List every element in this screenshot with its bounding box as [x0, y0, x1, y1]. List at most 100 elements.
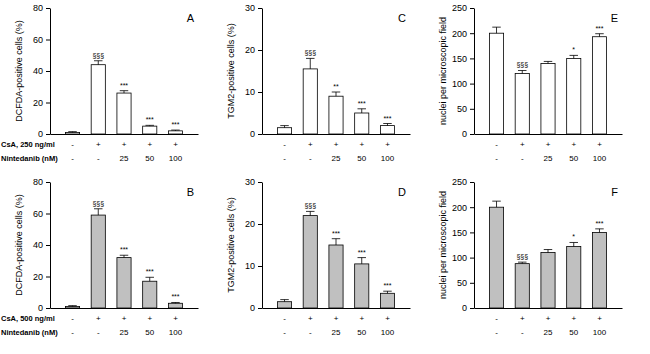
error-bar-cap [145, 277, 153, 278]
y-tick-label: 30 [245, 3, 255, 13]
treatment-value: - [71, 154, 74, 163]
y-tick: 50 [457, 278, 474, 288]
y-tick-mark [46, 71, 50, 72]
treatment-value: 100 [381, 328, 395, 337]
y-tick: 100 [452, 253, 474, 263]
marks [277, 58, 394, 134]
bar [65, 132, 79, 134]
y-tick: 30 [245, 3, 262, 13]
significance: §§§ [516, 253, 528, 260]
y-tick-mark [470, 207, 474, 208]
y-tick-label: 0 [250, 303, 255, 313]
y-tick-label: 60 [33, 35, 43, 45]
y-tick: 200 [452, 29, 474, 39]
y-tick-label: 200 [452, 203, 467, 213]
y-tick-mark [258, 92, 262, 93]
error-bar [569, 55, 577, 58]
error-bar [306, 58, 314, 69]
treatment-value: 50 [145, 154, 154, 163]
error-bar-stem [599, 34, 600, 37]
significance: *** [358, 249, 366, 256]
error-bar-cap [94, 208, 102, 209]
y-tick-label: 20 [33, 272, 43, 282]
error-bar-cap [68, 131, 76, 132]
panel: 050100150200250nuclei per microscopic fi… [438, 177, 623, 337]
y-tick-label: 20 [33, 98, 43, 108]
y-tick-label: 250 [452, 177, 467, 187]
treatment-value: + [308, 140, 313, 149]
treatment-value: 25 [332, 154, 341, 163]
treatment-value: - [309, 328, 312, 337]
significance: ** [333, 83, 339, 90]
treatment-value: - [495, 328, 498, 337]
treatment-value: 100 [593, 154, 607, 163]
y-axis: 050100150200250 [452, 177, 475, 313]
treatment-value: + [96, 314, 101, 323]
treatment-value: + [96, 140, 101, 149]
x-axis-line [263, 308, 411, 309]
y-tick-mark [46, 245, 50, 246]
y-tick-label: 0 [250, 129, 255, 139]
treatment-value: 100 [381, 154, 395, 163]
bar [143, 281, 157, 308]
y-axis-line [474, 183, 475, 309]
y-tick: 250 [452, 177, 474, 187]
y-tick-label: 0 [38, 129, 43, 139]
error-bar-cap [94, 60, 102, 61]
y-axis-title: DCFDA-positive cells (%) [14, 20, 24, 122]
treatment-value: - [283, 328, 286, 337]
bar [380, 293, 394, 308]
y-tick: 60 [33, 35, 50, 45]
y-tick-mark [470, 33, 474, 34]
treatment-value: + [173, 140, 178, 149]
treatment-value: + [546, 314, 551, 323]
y-tick: 0 [250, 129, 262, 139]
y-tick-mark [470, 232, 474, 233]
error-bar-stem [548, 250, 549, 253]
significance: §§§ [92, 52, 104, 59]
marks [489, 201, 606, 308]
y-tick-label: 50 [457, 278, 467, 288]
y-tick-mark [46, 308, 50, 309]
y-axis-title: TGM2-positive cells (%) [226, 23, 236, 119]
y-tick: 10 [245, 261, 262, 271]
significance: *** [120, 82, 128, 89]
y-axis: 020406080 [33, 177, 51, 313]
y-tick-label: 40 [33, 240, 43, 250]
error-bar-cap [518, 70, 526, 71]
y-axis-line [474, 9, 475, 135]
y-tick: 10 [245, 87, 262, 97]
y-tick: 80 [33, 3, 50, 13]
treatment-value: 50 [569, 328, 578, 337]
bar [168, 303, 182, 308]
y-tick: 0 [38, 303, 50, 313]
y-tick-label: 150 [452, 228, 467, 238]
error-bar-cap [383, 291, 391, 292]
treatment-value: 25 [120, 328, 129, 337]
y-tick-mark [470, 134, 474, 135]
significance: §§§ [516, 61, 528, 68]
y-axis-title: DCFDA-positive cells (%) [14, 194, 24, 296]
y-tick-mark [46, 8, 50, 9]
y-tick-label: 50 [457, 104, 467, 114]
treatment-value: + [147, 314, 152, 323]
treatment-value: + [546, 140, 551, 149]
treatment-value: - [71, 140, 74, 149]
y-tick-label: 80 [33, 3, 43, 13]
panel: 0102030TGM2-positive cells (%)D§§§******… [226, 177, 411, 337]
error-bar [383, 124, 391, 126]
treatment-value: + [308, 314, 313, 323]
bar [143, 126, 157, 134]
significance: * [572, 233, 575, 240]
error-bar-stem [522, 70, 523, 73]
y-tick-label: 0 [462, 129, 467, 139]
treatment-value: 50 [357, 154, 366, 163]
y-tick: 60 [33, 209, 50, 219]
significance: *** [595, 220, 603, 227]
y-axis-line [262, 183, 263, 309]
error-bar [306, 211, 314, 215]
x-axis-line [263, 134, 411, 135]
error-bar-cap [120, 90, 128, 91]
error-bar-cap [492, 201, 500, 202]
y-axis-title: nuclei per microscopic field [438, 17, 448, 125]
